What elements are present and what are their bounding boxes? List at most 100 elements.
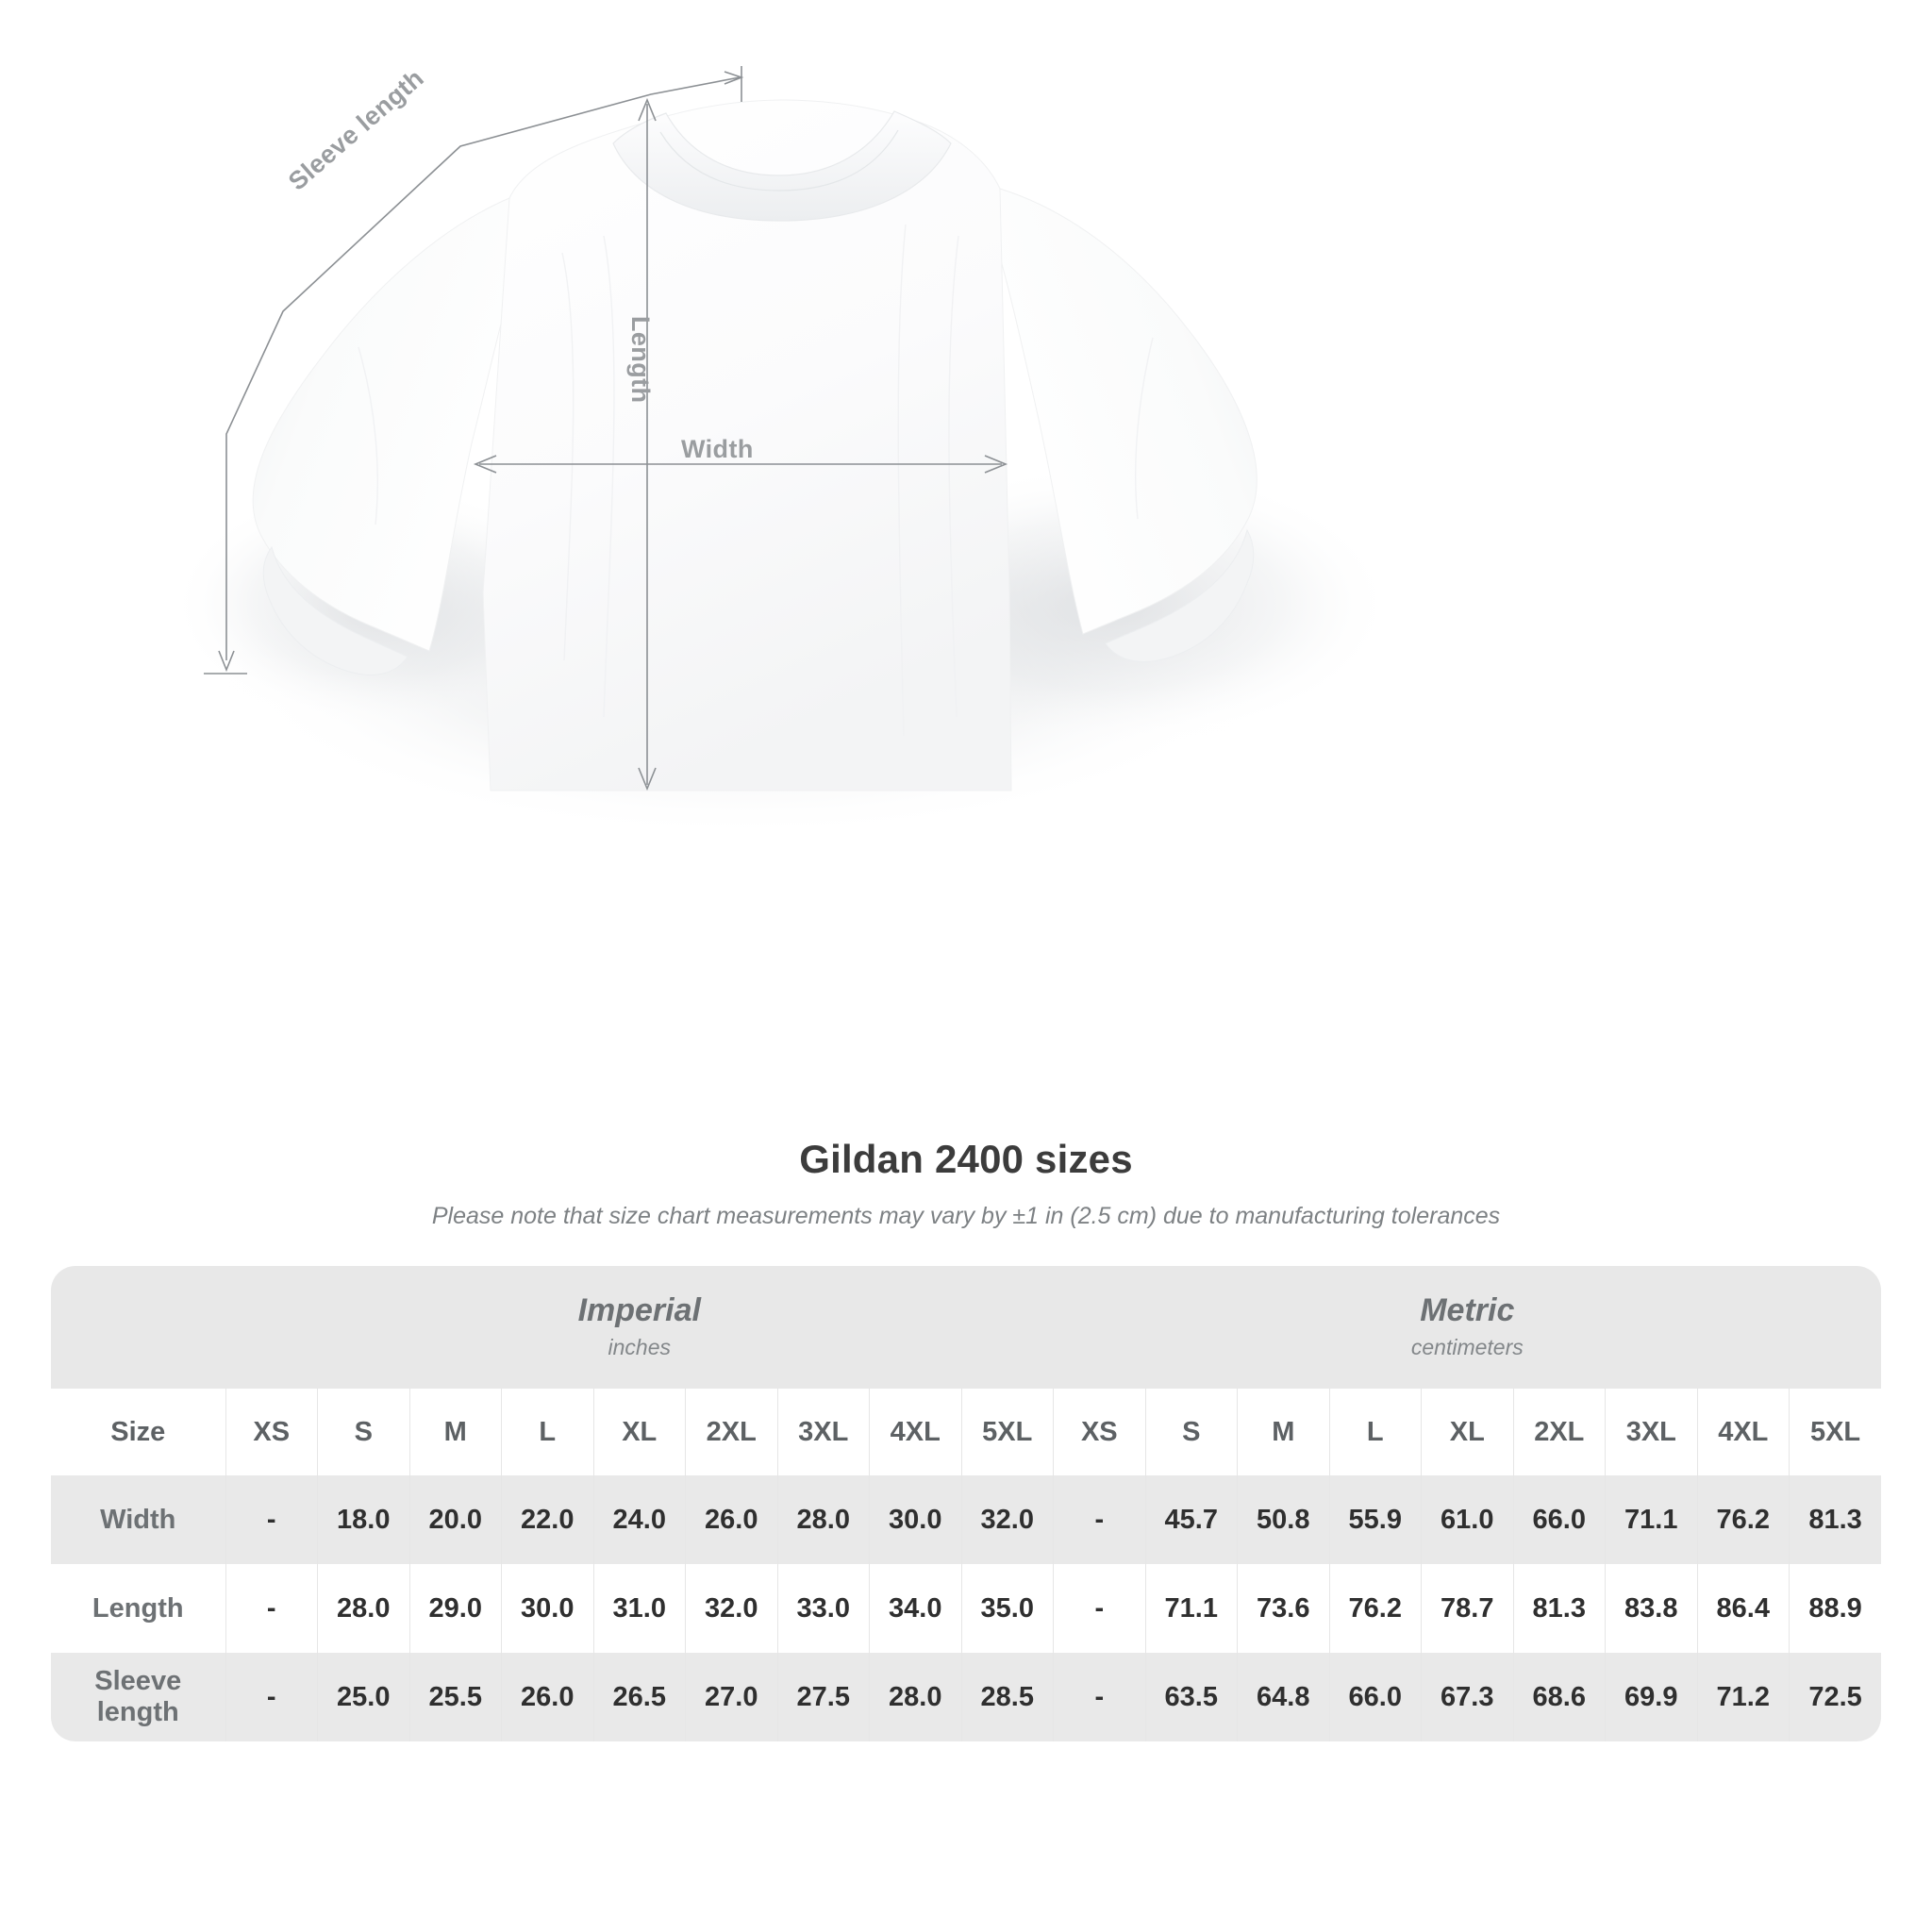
table-cell: 71.1 xyxy=(1144,1564,1238,1653)
table-cell: 66.0 xyxy=(1512,1475,1606,1564)
collar-inner xyxy=(659,129,899,192)
left-cuff xyxy=(262,545,408,675)
width-arrow-head-right xyxy=(984,455,1008,474)
table-cell: 64.8 xyxy=(1237,1653,1330,1741)
table-cell: - xyxy=(225,1653,318,1741)
size-column-header: XS xyxy=(225,1389,318,1475)
table-cell: 30.0 xyxy=(501,1564,593,1653)
table-row: Width -18.0 20.0 22.0 24.0 26.0 28.0 30.0 32.0-4… xyxy=(51,1475,1882,1564)
table-cell: 32.0 xyxy=(685,1564,777,1653)
table-cell: 27.5 xyxy=(776,1653,870,1741)
table-cell: 26.0 xyxy=(685,1475,777,1564)
table-cell: - xyxy=(225,1564,318,1653)
size-column-header: S xyxy=(317,1389,409,1475)
table-cell: 35.0 xyxy=(960,1564,1054,1653)
table-cell: 32.0 xyxy=(960,1475,1054,1564)
table-row: Length -28.0 29.0 30.0 31.0 32.0 33.0 34.0 35.0-… xyxy=(51,1564,1882,1653)
table-cell: 28.0 xyxy=(869,1653,961,1741)
table-cell: 69.9 xyxy=(1605,1653,1698,1741)
size-column-header: XL xyxy=(592,1389,686,1475)
table-cell: 86.4 xyxy=(1696,1564,1790,1653)
table-cell: 71.1 xyxy=(1605,1475,1698,1564)
size-column-header: 5XL xyxy=(1789,1389,1882,1475)
table-cell: 28.0 xyxy=(317,1564,409,1653)
size-column-header: 3XL xyxy=(776,1389,870,1475)
page-title: Gildan 2400 sizes xyxy=(799,1137,1133,1181)
garment-body xyxy=(482,99,1012,791)
page-subtitle: Please note that size chart measurements… xyxy=(431,1203,1501,1229)
table-cell: 26.5 xyxy=(592,1653,686,1741)
table-cell: 78.7 xyxy=(1421,1564,1514,1653)
size-table-container: Imperial inches Metric centimeters Size XS S M L… xyxy=(51,1266,1882,1741)
size-column-header: M xyxy=(408,1389,502,1475)
table-cell: 76.2 xyxy=(1696,1475,1790,1564)
collar xyxy=(612,110,952,222)
size-column-header: 2XL xyxy=(685,1389,777,1475)
table-cell: 27.0 xyxy=(685,1653,777,1741)
table-cell: 26.0 xyxy=(501,1653,593,1741)
size-column-header: L xyxy=(501,1389,593,1475)
unit-header-spacer xyxy=(51,1266,225,1389)
unit-header-row: Imperial inches Metric centimeters xyxy=(51,1266,1882,1389)
length-arrow-head-bottom xyxy=(638,767,657,791)
size-header-label: Size xyxy=(51,1389,225,1475)
table-cell: - xyxy=(1053,1653,1146,1741)
size-column-header: M xyxy=(1237,1389,1330,1475)
unit-group-name: Metric xyxy=(1420,1291,1515,1328)
table-cell: 63.5 xyxy=(1144,1653,1238,1741)
size-column-header: XS xyxy=(1053,1389,1146,1475)
row-label: Length xyxy=(51,1564,225,1653)
unit-group-imperial: Imperial inches xyxy=(225,1266,1054,1389)
table-row: Sleeve length -25.0 25.5 26.0 26.5 27.0 27.5 28… xyxy=(51,1653,1882,1741)
table-cell: 72.5 xyxy=(1789,1653,1882,1741)
sleeve-arrow-head-top xyxy=(724,71,744,85)
table-cell: 24.0 xyxy=(592,1475,686,1564)
table-cell: 28.0 xyxy=(776,1475,870,1564)
table-cell: 34.0 xyxy=(869,1564,961,1653)
width-label: Width xyxy=(681,435,754,463)
table-cell: 18.0 xyxy=(317,1475,409,1564)
table-cell: - xyxy=(1053,1564,1146,1653)
table-cell: 73.6 xyxy=(1237,1564,1330,1653)
table-cell: 45.7 xyxy=(1144,1475,1238,1564)
fabric-folds xyxy=(358,224,1154,737)
table-cell: - xyxy=(225,1475,318,1564)
table-cell: 50.8 xyxy=(1237,1475,1330,1564)
table-cell: 28.5 xyxy=(960,1653,1054,1741)
width-arrow-head-left xyxy=(473,455,497,474)
unit-group-sub: inches xyxy=(608,1335,671,1360)
row-label: Width xyxy=(51,1475,225,1564)
size-column-header: L xyxy=(1328,1389,1422,1475)
measurement-guides xyxy=(204,66,1008,791)
table-cell: 22.0 xyxy=(501,1475,593,1564)
right-sleeve xyxy=(982,188,1257,635)
garment-diagram-svg xyxy=(170,66,1396,840)
title-block: Gildan 2400 sizes Please note that size … xyxy=(0,1137,1932,1230)
size-column-header: 3XL xyxy=(1605,1389,1698,1475)
size-column-header: 2XL xyxy=(1512,1389,1606,1475)
table-cell: 55.9 xyxy=(1328,1475,1422,1564)
length-arrow-head-top xyxy=(638,97,657,122)
table-cell: 61.0 xyxy=(1421,1475,1514,1564)
table-cell: 20.0 xyxy=(408,1475,502,1564)
left-sleeve xyxy=(252,197,529,652)
unit-group-metric: Metric centimeters xyxy=(1053,1266,1882,1389)
table-cell: 67.3 xyxy=(1421,1653,1514,1741)
table-cell: 31.0 xyxy=(592,1564,686,1653)
size-table: Imperial inches Metric centimeters Size XS S M L… xyxy=(51,1266,1882,1741)
size-column-header: S xyxy=(1144,1389,1238,1475)
row-label: Sleeve length xyxy=(51,1653,225,1741)
size-column-header: 4XL xyxy=(869,1389,961,1475)
unit-group-name: Imperial xyxy=(577,1291,701,1328)
table-cell: 81.3 xyxy=(1512,1564,1606,1653)
unit-group-sub: centimeters xyxy=(1410,1335,1524,1360)
garment-illustration: Sleeve length Length Width xyxy=(170,63,1396,840)
table-cell: 71.2 xyxy=(1696,1653,1790,1741)
sleeve-guide-line xyxy=(225,76,741,660)
length-label: Length xyxy=(626,316,655,404)
size-column-header: 4XL xyxy=(1696,1389,1790,1475)
table-cell: - xyxy=(1053,1475,1146,1564)
table-cell: 30.0 xyxy=(869,1475,961,1564)
table-cell: 25.5 xyxy=(408,1653,502,1741)
